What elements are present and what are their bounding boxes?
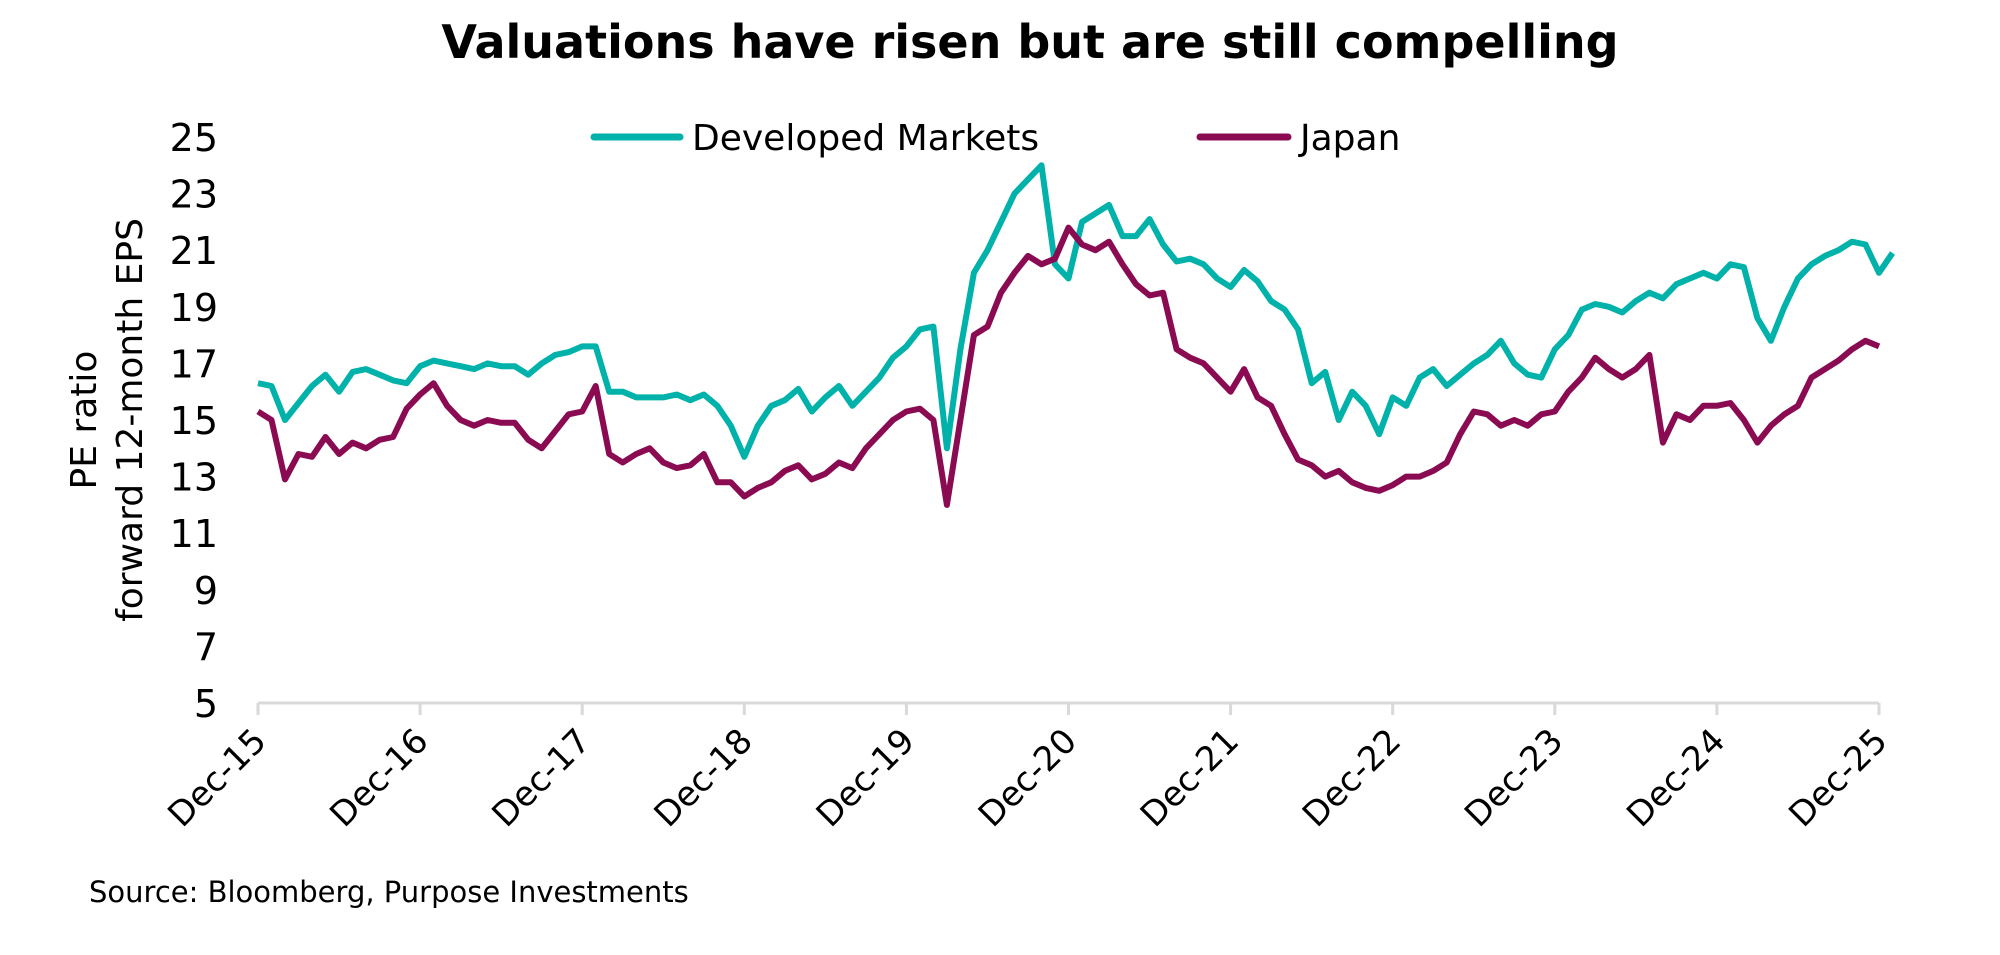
y-tick-label: 25 — [170, 116, 218, 160]
legend-item-japan: Japan — [1196, 118, 1400, 159]
y-tick-label: 13 — [170, 456, 218, 500]
series-line-japan — [256, 224, 1881, 508]
series-lines — [256, 162, 1895, 508]
x-tick-label: Dec-20 — [971, 721, 1085, 835]
x-tick-label: Dec-17 — [484, 721, 598, 835]
chart-title: Valuations have risen but are still comp… — [441, 15, 1618, 69]
x-tick-label: Dec-18 — [647, 721, 761, 835]
x-tick-label: Dec-25 — [1781, 721, 1895, 835]
y-axis-ticks: 5 7 9 11 13 15 17 19 21 23 25 — [170, 116, 218, 726]
source-note: Source: Bloomberg, Purpose Investments — [89, 875, 689, 909]
x-tick-label: Dec-15 — [160, 721, 274, 835]
legend-item-developed-markets: Developed Markets — [590, 118, 1039, 159]
series-line-developed-markets — [257, 162, 1895, 460]
y-tick-label: 23 — [170, 173, 218, 217]
y-axis-title-line-1: PE ratio — [64, 351, 105, 490]
x-tick-label: Dec-19 — [809, 721, 923, 835]
y-tick-label: 19 — [170, 286, 218, 330]
y-tick-label: 5 — [194, 682, 218, 726]
x-tick-label: Dec-21 — [1133, 721, 1247, 835]
legend-label-japan: Japan — [1298, 118, 1400, 159]
y-tick-label: 21 — [170, 229, 218, 273]
legend-label-developed-markets: Developed Markets — [692, 118, 1039, 159]
x-axis: Dec-15 Dec-16 Dec-17 Dec-18 Dec-19 Dec-20 Dec-… — [160, 701, 1895, 835]
x-tick-label: Dec-22 — [1295, 721, 1409, 835]
y-axis-title-line-2: forward 12-month EPS — [110, 218, 151, 622]
x-tick-label: Dec-23 — [1457, 721, 1571, 835]
y-tick-label: 9 — [194, 569, 218, 613]
x-tick-label: Dec-16 — [322, 721, 436, 835]
y-tick-label: 17 — [170, 342, 218, 386]
y-tick-label: 15 — [170, 399, 218, 443]
y-tick-label: 7 — [194, 625, 218, 669]
x-tick-label: Dec-24 — [1619, 721, 1733, 835]
legend: Developed Markets Japan — [590, 118, 1400, 159]
y-axis-title: PE ratio forward 12-month EPS — [64, 218, 151, 622]
y-tick-label: 11 — [170, 512, 218, 556]
